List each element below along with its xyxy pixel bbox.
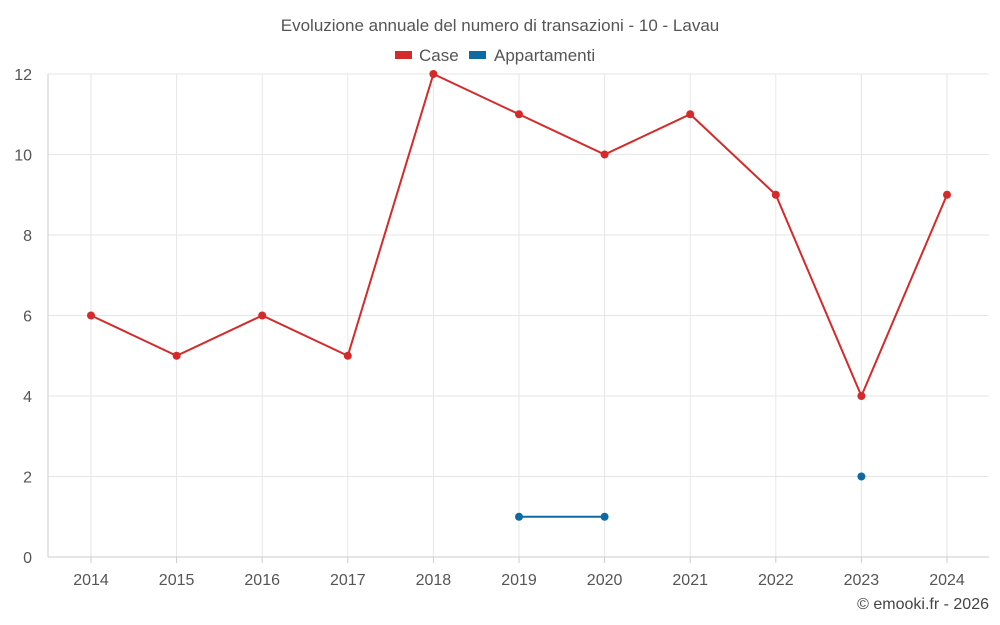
legend-label-case: Case <box>419 46 459 65</box>
x-tick-label: 2019 <box>501 572 537 589</box>
data-point-case[interactable] <box>343 351 352 360</box>
x-tick-label: 2014 <box>73 572 109 589</box>
data-point-case[interactable] <box>172 351 181 360</box>
y-tick-label: 4 <box>23 389 32 406</box>
y-tick-label: 10 <box>14 148 32 165</box>
x-tick-label: 2022 <box>758 572 794 589</box>
grid <box>48 73 989 557</box>
data-point-appartamenti[interactable] <box>600 512 609 521</box>
data-point-case[interactable] <box>943 190 951 199</box>
x-tick-label: 2020 <box>587 572 623 589</box>
x-tick-label: 2018 <box>416 572 452 589</box>
series <box>87 70 951 521</box>
y-tick-label: 2 <box>23 470 32 487</box>
y-tick-label: 6 <box>23 309 32 326</box>
data-point-case[interactable] <box>87 311 95 320</box>
y-tick-label: 12 <box>14 67 32 84</box>
chart-title: Evoluzione annuale del numero di transaz… <box>281 16 720 35</box>
legend-label-appartamenti: Appartamenti <box>494 46 595 65</box>
data-point-case[interactable] <box>771 190 780 199</box>
axes: 0 2 4 6 8 10 12 2014 2015 2016 2017 2018 2019 2020 202… <box>14 67 989 589</box>
data-point-case[interactable] <box>686 110 695 119</box>
legend-item-case[interactable]: Case <box>395 46 459 65</box>
x-tick-label: 2024 <box>929 572 965 589</box>
legend-swatch-appartamenti <box>469 51 486 59</box>
legend-swatch-case <box>395 51 412 59</box>
data-point-case[interactable] <box>258 311 267 320</box>
credit-text: © emooki.fr - 2026 <box>857 596 989 613</box>
x-tick-label: 2023 <box>844 572 880 589</box>
x-tick-label: 2015 <box>159 572 195 589</box>
y-tick-label: 0 <box>23 550 32 567</box>
x-tick-label: 2016 <box>244 572 280 589</box>
data-point-case[interactable] <box>515 110 523 119</box>
data-point-appartamenti[interactable] <box>515 512 523 521</box>
y-tick-label: 8 <box>23 228 32 245</box>
x-tick-label: 2017 <box>330 572 366 589</box>
data-point-appartamenti[interactable] <box>857 472 866 481</box>
legend: Case Appartamenti <box>395 46 595 65</box>
data-point-case[interactable] <box>600 150 609 159</box>
x-tick-label: 2021 <box>672 572 708 589</box>
data-point-case[interactable] <box>429 70 438 78</box>
data-point-case[interactable] <box>857 392 866 400</box>
legend-item-appartamenti[interactable]: Appartamenti <box>469 46 595 65</box>
